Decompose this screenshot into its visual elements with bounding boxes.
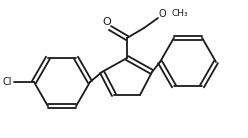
Text: O: O [158, 9, 166, 19]
Text: Cl: Cl [2, 77, 12, 87]
Text: CH₃: CH₃ [172, 10, 189, 18]
Text: O: O [103, 17, 111, 27]
